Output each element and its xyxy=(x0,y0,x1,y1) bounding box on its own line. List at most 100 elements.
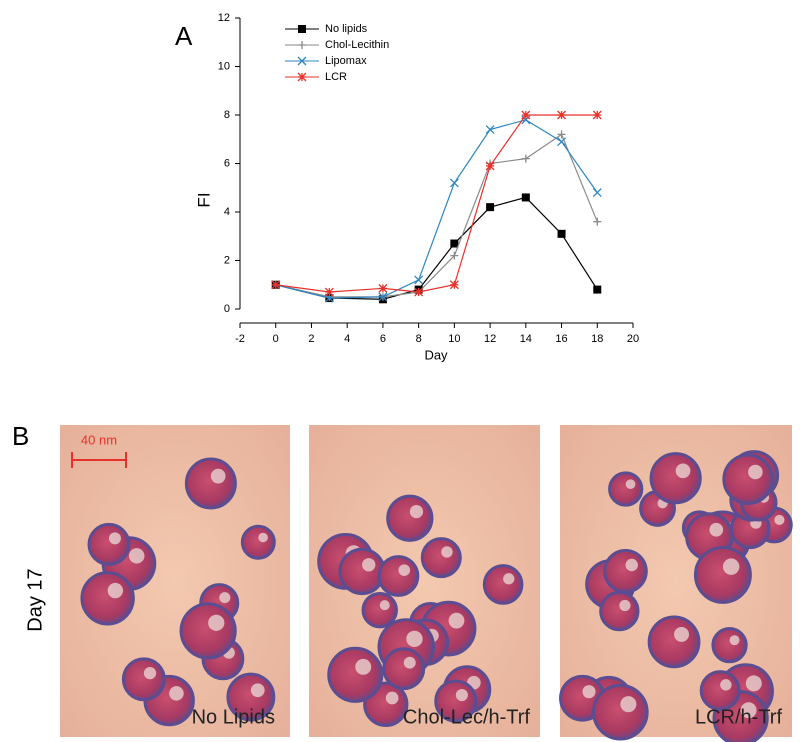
y-tick-label: 12 xyxy=(218,12,230,24)
vacuole xyxy=(674,626,689,642)
legend-marker xyxy=(297,56,307,66)
cell xyxy=(80,571,135,626)
marker xyxy=(414,287,424,297)
marker xyxy=(593,217,602,226)
marker xyxy=(557,137,567,147)
vacuole xyxy=(619,599,631,612)
marker xyxy=(557,229,566,238)
cell xyxy=(184,457,237,510)
y-tick-label: 2 xyxy=(224,254,230,266)
vacuole xyxy=(722,558,740,575)
cell xyxy=(338,547,386,596)
row-label: Day 17 xyxy=(24,568,46,631)
x-tick-label: -2 xyxy=(235,333,245,345)
marker xyxy=(378,283,388,293)
x-tick-label: 10 xyxy=(448,333,460,345)
vacuole xyxy=(720,679,732,691)
marker xyxy=(324,287,334,297)
marker xyxy=(414,275,424,285)
x-tick-label: 0 xyxy=(273,333,279,345)
marker xyxy=(485,125,495,135)
legend-marker xyxy=(298,25,306,33)
cell xyxy=(87,522,131,566)
cell xyxy=(121,657,166,702)
cell xyxy=(608,471,644,507)
legend-label: LCR xyxy=(325,71,347,83)
y-tick-label: 4 xyxy=(224,206,230,218)
vacuole xyxy=(745,675,762,692)
x-tick-label: 2 xyxy=(308,333,314,345)
cell xyxy=(699,670,741,712)
vacuole xyxy=(406,630,423,648)
cell xyxy=(420,537,462,579)
marker xyxy=(378,292,388,302)
vacuole xyxy=(675,463,691,479)
x-tick-label: 6 xyxy=(380,333,386,345)
cell xyxy=(482,564,524,605)
micrographs xyxy=(60,425,793,742)
vacuole xyxy=(258,532,268,543)
x-tick-label: 8 xyxy=(416,333,422,345)
x-tick-label: 4 xyxy=(344,333,350,345)
vacuole xyxy=(362,558,376,572)
vacuole xyxy=(582,685,596,699)
vacuole xyxy=(625,558,638,572)
legend-marker xyxy=(298,41,306,49)
marker xyxy=(593,285,602,294)
cell xyxy=(599,590,640,632)
vacuole xyxy=(385,691,399,705)
marker xyxy=(592,188,602,198)
vacuole xyxy=(355,658,372,675)
vacuole xyxy=(503,573,515,585)
vacuole xyxy=(774,514,785,526)
x-tick-label: 20 xyxy=(627,333,639,345)
vacuole xyxy=(448,612,465,629)
cell xyxy=(592,683,649,741)
x-axis-label: Day xyxy=(424,347,448,362)
series-line xyxy=(275,196,598,300)
marker xyxy=(271,280,281,290)
cell xyxy=(179,602,237,660)
vacuole xyxy=(455,689,468,702)
y-tick-label: 6 xyxy=(224,157,230,169)
vacuole xyxy=(143,667,157,680)
marker xyxy=(521,110,531,120)
vacuole xyxy=(709,522,724,537)
vacuole xyxy=(208,614,225,631)
caption: Chol-Lec/h-Trf xyxy=(403,706,531,728)
vacuole xyxy=(107,582,124,599)
legend-label: Chol-Lecithin xyxy=(325,39,389,51)
cell xyxy=(693,545,752,604)
cell xyxy=(647,615,701,669)
cell xyxy=(711,627,748,664)
series-line xyxy=(275,114,598,293)
vacuole xyxy=(409,504,424,519)
marker xyxy=(485,161,495,171)
panel-label: A xyxy=(175,21,193,51)
vacuole xyxy=(210,468,226,484)
vacuole xyxy=(219,592,231,604)
marker xyxy=(486,203,495,212)
cell xyxy=(386,494,434,542)
vacuole xyxy=(128,548,145,564)
cell xyxy=(240,524,276,560)
vacuole xyxy=(625,479,636,490)
y-tick-label: 10 xyxy=(218,60,230,72)
cell xyxy=(603,548,648,594)
marker xyxy=(449,280,459,290)
legend-label: No lipids xyxy=(325,23,368,35)
marker xyxy=(557,110,567,120)
vacuole xyxy=(740,702,757,719)
vacuole xyxy=(379,600,390,611)
marker xyxy=(450,239,459,248)
y-tick-label: 8 xyxy=(224,109,230,121)
marker xyxy=(521,154,530,163)
x-tick-label: 12 xyxy=(484,333,496,345)
y-tick-label: 0 xyxy=(224,303,230,315)
legend-marker xyxy=(297,72,307,82)
cell xyxy=(377,555,420,597)
marker xyxy=(592,110,602,120)
cell xyxy=(722,453,774,506)
cell xyxy=(649,452,702,505)
